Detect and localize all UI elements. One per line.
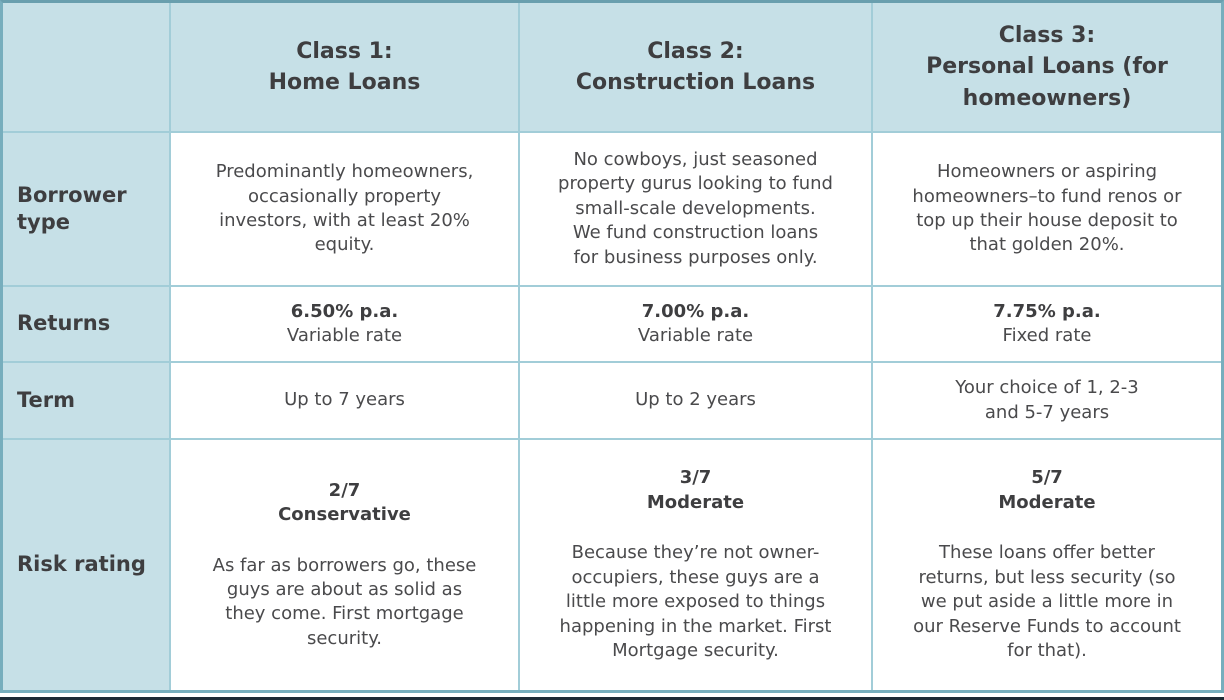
cell-borrower-class3: Homeowners or aspiring homeowners–to fun… xyxy=(873,133,1221,285)
risk-note-class1: As far as borrowers go, these guys are a… xyxy=(212,554,477,649)
cell-risk-class2: 3/7 Moderate Because they’re not owner- … xyxy=(520,440,871,690)
cell-returns-class2: 7.00% p.a. Variable rate xyxy=(520,287,871,361)
row-label-term: Term xyxy=(3,363,169,438)
returns-rate-class3: 7.75% p.a. xyxy=(993,300,1101,322)
cell-borrower-class1: Predominantly homeowners, occasionally p… xyxy=(171,133,518,285)
risk-note-class3: These loans offer better returns, but le… xyxy=(913,542,1181,662)
row-label-risk-rating: Risk rating xyxy=(3,440,169,690)
returns-rate-class2: 7.00% p.a. xyxy=(641,300,750,322)
header-class-3-personal-loans: Class 3: Personal Loans (for homeowners) xyxy=(873,3,1221,131)
header-class-2-construction-loans: Class 2: Construction Loans xyxy=(520,3,871,131)
returns-type-class1: Variable rate xyxy=(286,325,403,346)
risk-rating-class3: 5/7 Moderate xyxy=(998,467,1096,513)
returns-type-class2: Variable rate xyxy=(637,325,754,346)
risk-rating-class2: 3/7 Moderate xyxy=(646,467,745,513)
cell-risk-class1: 2/7 Conservative As far as borrowers go,… xyxy=(171,440,518,690)
corner-cell xyxy=(3,3,169,131)
header-class-1-home-loans: Class 1: Home Loans xyxy=(171,3,518,131)
risk-note-class2: Because they’re not owner- occupiers, th… xyxy=(559,542,832,662)
bottom-gap xyxy=(0,693,1224,697)
row-label-returns: Returns xyxy=(3,287,169,361)
risk-rating-class1: 2/7 Conservative xyxy=(278,479,411,526)
cell-borrower-class2: No cowboys, just seasoned property gurus… xyxy=(520,133,871,285)
returns-rate-class1: 6.50% p.a. xyxy=(290,300,399,322)
bottom-rule xyxy=(0,697,1224,700)
cell-term-class1: Up to 7 years xyxy=(171,363,518,438)
row-label-borrower-type: Borrower type xyxy=(3,133,169,285)
cell-term-class3: Your choice of 1, 2-3 and 5-7 years xyxy=(873,363,1221,438)
cell-risk-class3: 5/7 Moderate These loans offer better re… xyxy=(873,440,1221,690)
cell-returns-class3: 7.75% p.a. Fixed rate xyxy=(873,287,1221,361)
cell-returns-class1: 6.50% p.a. Variable rate xyxy=(171,287,518,361)
returns-type-class3: Fixed rate xyxy=(1002,325,1092,346)
cell-term-class2: Up to 2 years xyxy=(520,363,871,438)
